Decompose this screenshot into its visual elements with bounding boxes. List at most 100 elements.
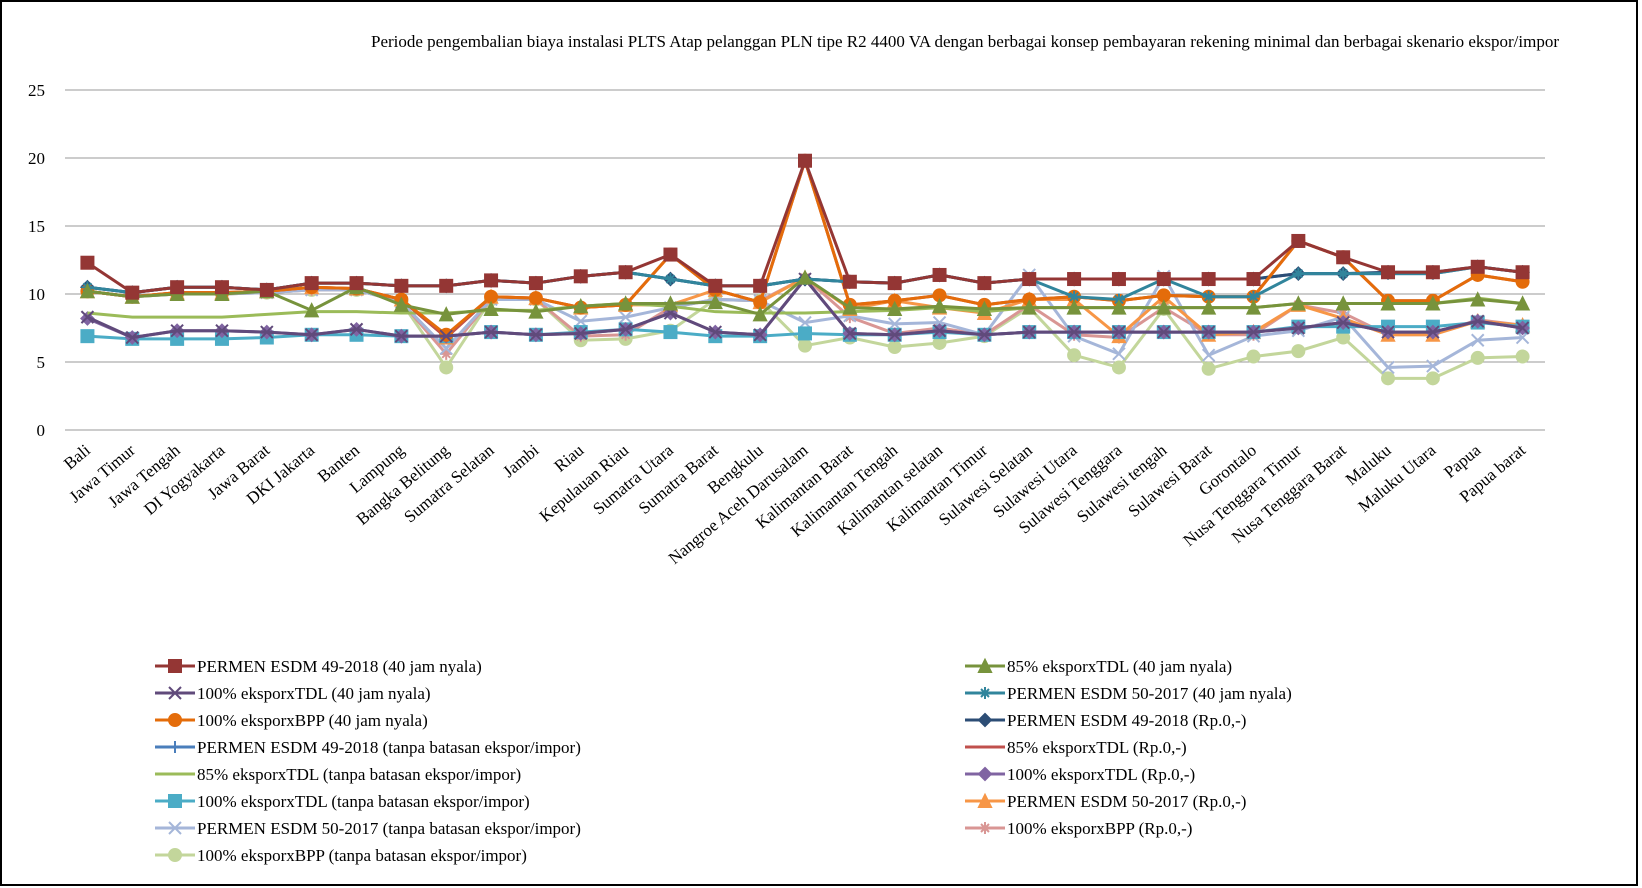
- marker: [1470, 350, 1485, 365]
- marker: [1068, 290, 1081, 303]
- marker: [1514, 295, 1531, 311]
- marker: [440, 347, 453, 360]
- marker: [574, 326, 588, 341]
- marker: [1245, 299, 1262, 315]
- marker: [349, 276, 364, 291]
- marker: [528, 291, 543, 306]
- marker: [214, 280, 229, 295]
- marker: [1021, 299, 1037, 315]
- marker: [394, 278, 409, 293]
- marker: [529, 328, 543, 342]
- marker: [932, 267, 947, 282]
- marker: [125, 330, 139, 345]
- marker: [977, 792, 993, 808]
- marker: [618, 265, 633, 280]
- marker: [573, 298, 589, 314]
- marker: [618, 310, 633, 324]
- marker: [80, 255, 95, 270]
- legend-label: PERMEN ESDM 49-2018 (Rp.0,-): [1007, 711, 1246, 730]
- marker: [168, 713, 182, 727]
- marker: [1291, 233, 1306, 248]
- marker: [1336, 315, 1350, 330]
- marker: [168, 794, 182, 808]
- marker: [170, 324, 184, 338]
- marker: [1291, 321, 1306, 335]
- marker: [1201, 325, 1216, 339]
- marker: [887, 300, 903, 316]
- marker: [394, 329, 409, 343]
- marker: [168, 659, 182, 673]
- marker: [1336, 250, 1351, 265]
- marker: [1246, 272, 1261, 287]
- marker: [708, 325, 723, 339]
- marker: [1335, 295, 1351, 311]
- marker: [979, 687, 991, 699]
- marker: [1111, 360, 1126, 375]
- marker: [1380, 295, 1396, 311]
- legend-label: 85% eksporxTDL (Rp.0,-): [1007, 738, 1187, 757]
- marker: [753, 328, 767, 342]
- marker: [1246, 325, 1261, 339]
- marker: [438, 306, 454, 322]
- marker: [752, 306, 768, 322]
- marker: [707, 293, 723, 310]
- marker: [887, 276, 902, 291]
- marker: [1381, 325, 1395, 339]
- marker: [79, 283, 96, 299]
- marker: [215, 324, 229, 338]
- marker: [168, 686, 182, 700]
- y-tick-label: 10: [28, 285, 45, 304]
- marker: [260, 325, 274, 339]
- marker: [1157, 325, 1171, 339]
- marker: [664, 273, 677, 286]
- marker: [1022, 272, 1037, 287]
- y-tick-label: 20: [28, 149, 45, 168]
- marker: [977, 657, 993, 673]
- marker: [1470, 291, 1486, 307]
- marker: [798, 338, 812, 353]
- marker: [1426, 359, 1440, 373]
- marker: [484, 325, 498, 339]
- marker: [1111, 272, 1126, 287]
- marker: [798, 326, 812, 341]
- marker: [1201, 361, 1216, 376]
- marker: [977, 328, 992, 342]
- marker: [80, 310, 95, 324]
- marker: [1201, 299, 1217, 315]
- marker: [80, 329, 95, 344]
- marker: [439, 278, 454, 293]
- marker: [798, 153, 812, 168]
- chart-title: Periode pengembalian biaya instalasi PLT…: [371, 32, 1559, 51]
- marker: [528, 276, 543, 291]
- marker: [887, 328, 902, 342]
- marker: [483, 300, 499, 316]
- marker: [169, 741, 181, 753]
- marker: [1201, 348, 1216, 362]
- marker: [1337, 267, 1350, 280]
- marker: [617, 295, 634, 311]
- marker: [1426, 325, 1440, 339]
- legend-label: PERMEN ESDM 50-2017 (Rp.0,-): [1007, 792, 1246, 811]
- marker: [708, 278, 723, 293]
- marker: [1381, 360, 1395, 375]
- legend-label: 100% eksporxTDL (Rp.0,-): [1007, 765, 1195, 784]
- marker: [1246, 349, 1261, 364]
- marker: [931, 298, 948, 314]
- marker: [1425, 265, 1440, 280]
- y-tick-label: 5: [37, 353, 46, 372]
- marker: [843, 326, 857, 341]
- marker: [1425, 371, 1440, 386]
- marker: [1291, 344, 1306, 359]
- marker: [1471, 333, 1485, 347]
- marker: [842, 274, 857, 289]
- legend-label: 100% eksporxBPP (Rp.0,-): [1007, 819, 1192, 838]
- y-tick-label: 25: [28, 81, 45, 100]
- marker: [979, 822, 991, 834]
- marker: [304, 276, 319, 291]
- marker: [1515, 321, 1530, 335]
- marker: [1067, 325, 1081, 339]
- marker: [1201, 272, 1216, 287]
